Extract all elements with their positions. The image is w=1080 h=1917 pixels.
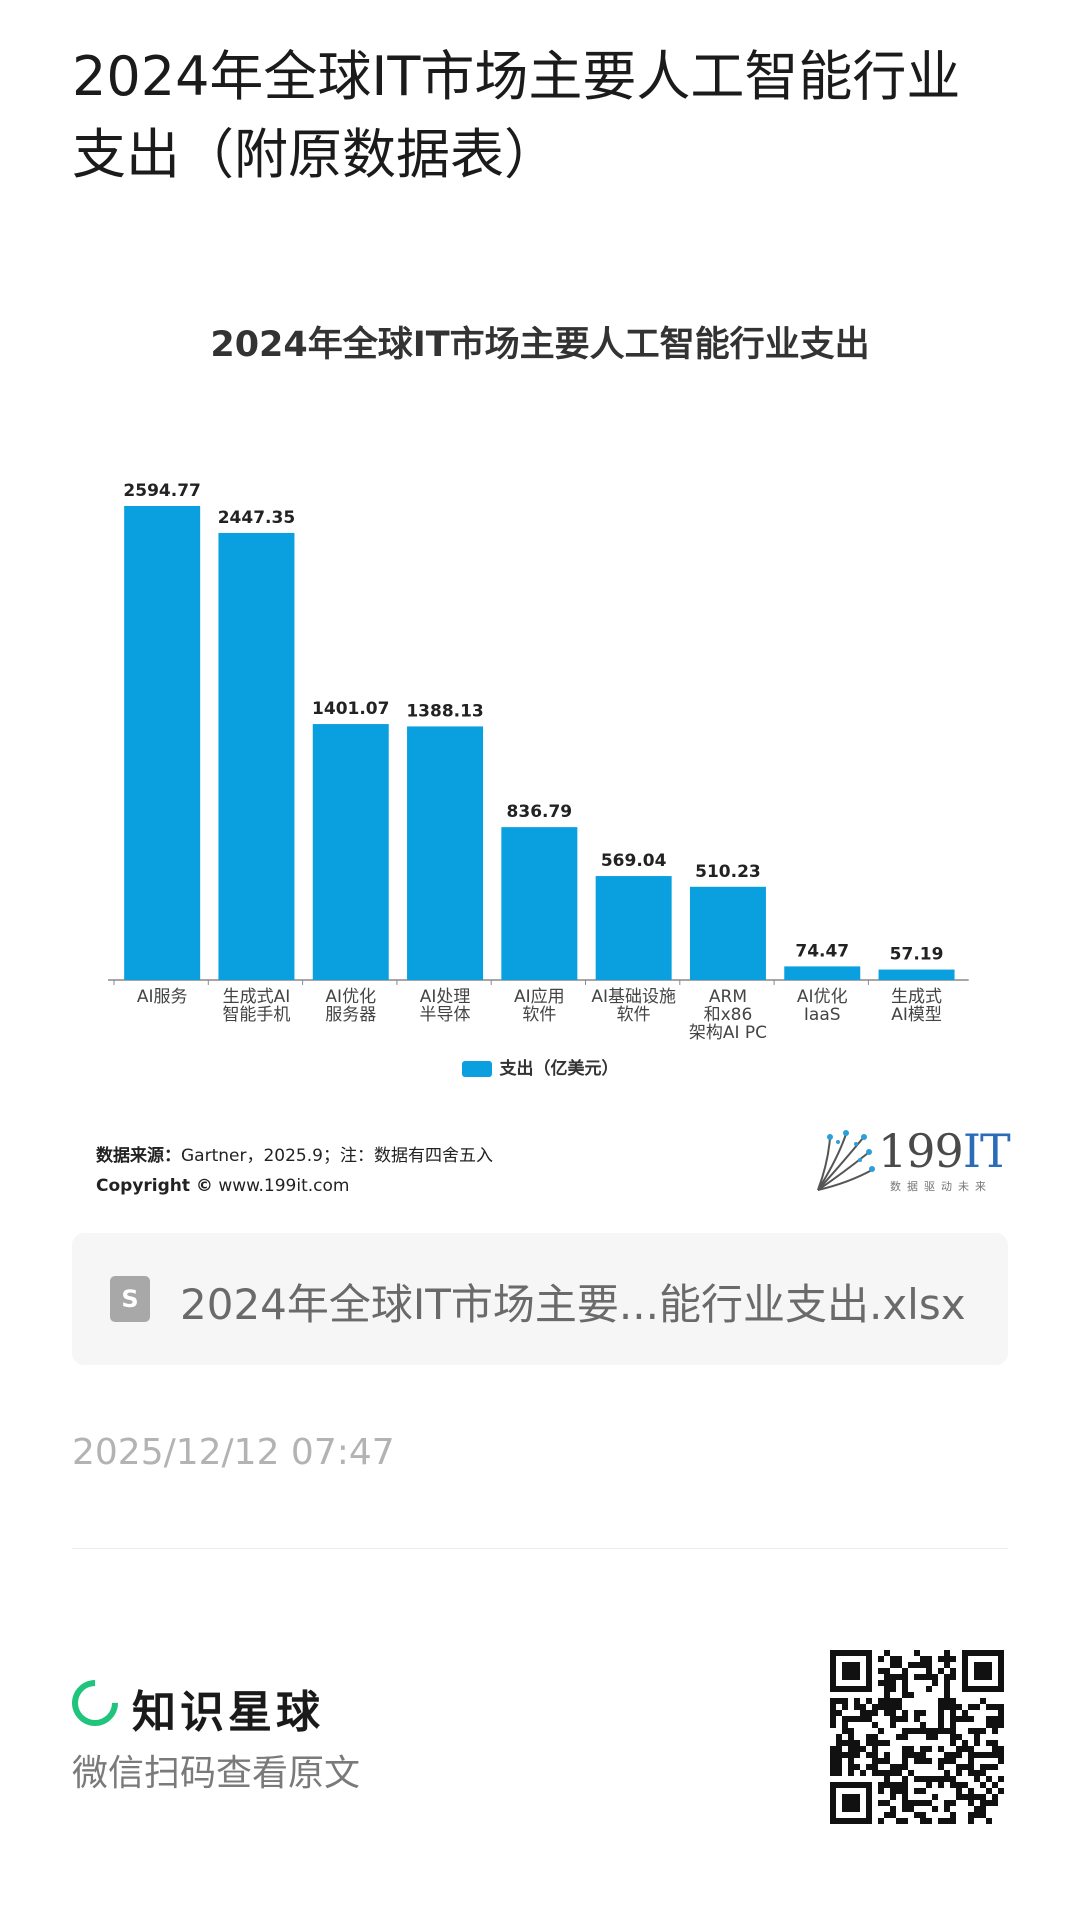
bar-value-label: 836.79 bbox=[507, 802, 573, 822]
chart-figure: 2024年全球IT市场主要人工智能行业支出 2594.77 AI服务 2447.35… bbox=[0, 325, 1080, 1079]
chart-legend: 支出（亿美元） bbox=[0, 1054, 1080, 1079]
bar-value-label: 1388.13 bbox=[406, 701, 483, 721]
bar-value-label: 57.19 bbox=[890, 945, 944, 965]
category-label: ARM 和x86 架构AI PC bbox=[689, 987, 767, 1043]
legend-label: 支出（亿美元） bbox=[499, 1059, 619, 1079]
chart-bar bbox=[595, 876, 672, 980]
chart-bar bbox=[407, 726, 484, 980]
chart-bar bbox=[689, 886, 766, 980]
category-label: AI服务 bbox=[137, 987, 188, 1007]
bar-value-label: 1401.07 bbox=[312, 699, 389, 719]
source-label: 数据来源： bbox=[96, 1146, 181, 1166]
chart-bar bbox=[218, 532, 295, 980]
bar-value-label: 2594.77 bbox=[123, 481, 200, 501]
bar-value-label: 510.23 bbox=[695, 862, 761, 882]
category-label: 生成式AI 智能手机 bbox=[222, 987, 290, 1025]
chart-bar bbox=[124, 506, 201, 980]
logo-text: 199IT bbox=[878, 1124, 1011, 1178]
legend-swatch bbox=[461, 1061, 492, 1077]
copyright-label: Copyright © bbox=[96, 1176, 213, 1196]
post-timestamp: 2025/12/12 07:47 bbox=[72, 1432, 395, 1473]
chart-bar bbox=[784, 966, 861, 980]
bar-chart: 2594.77 AI服务 2447.35 生成式AI 智能手机 1401.07 AI优化服务… bbox=[108, 481, 969, 1043]
category-label: 生成式 AI模型 bbox=[891, 987, 942, 1025]
file-name: 2024年全球IT市场主要...能行业支出.xlsx bbox=[180, 1280, 966, 1329]
category-label: AI应用软件 bbox=[514, 987, 565, 1025]
bar-value-label: 2447.35 bbox=[218, 508, 295, 528]
category-label: AI处理半导体 bbox=[420, 987, 471, 1025]
chart-bar bbox=[501, 827, 578, 980]
post-title: 2024年全球IT市场主要人工智能行业支出（附原数据表） bbox=[72, 45, 961, 186]
chart-title: 2024年全球IT市场主要人工智能行业支出 bbox=[210, 325, 870, 365]
source-text: Gartner，2025.9；注：数据有四舍五入 bbox=[181, 1146, 493, 1166]
category-label: AI基础设施软件 bbox=[591, 987, 676, 1025]
brand-name: 知识星球 bbox=[132, 1687, 324, 1738]
category-label: AI优化 IaaS bbox=[797, 987, 848, 1025]
spreadsheet-file-icon: S bbox=[110, 1276, 150, 1322]
data-source: 数据来源：Gartner，2025.9；注：数据有四舍五入 Copyright … bbox=[96, 1141, 493, 1201]
bar-value-label: 74.47 bbox=[795, 941, 849, 961]
199it-logo: 199IT 数据驱动未来 bbox=[808, 1124, 1011, 1198]
site-url: www.199it.com bbox=[218, 1176, 350, 1196]
qr-code[interactable] bbox=[830, 1650, 1004, 1824]
chart-bar bbox=[312, 724, 389, 980]
logo-slogan: 数据驱动未来 bbox=[890, 1180, 992, 1193]
category-label: AI优化服务器 bbox=[325, 987, 376, 1025]
bar-value-label: 569.04 bbox=[601, 851, 667, 871]
divider bbox=[72, 1548, 1008, 1549]
zsxq-ring-icon bbox=[62, 1670, 128, 1736]
dandelion-icon bbox=[817, 1130, 875, 1191]
scan-hint: 微信扫码查看原文 bbox=[72, 1753, 361, 1794]
attachment-file-card[interactable]: S 2024年全球IT市场主要...能行业支出.xlsx bbox=[72, 1233, 1008, 1365]
chart-bar bbox=[878, 969, 955, 980]
